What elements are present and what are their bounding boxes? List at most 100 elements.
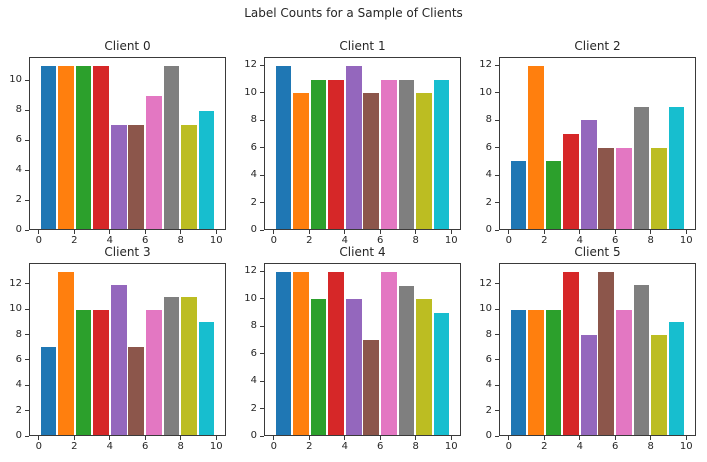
bar-label-3 (93, 309, 110, 435)
y-tick-mark (25, 410, 29, 412)
bar-label-7 (633, 106, 650, 229)
y-tick-label: 2 (250, 402, 257, 414)
bar-label-6 (615, 309, 632, 435)
bar-label-5 (598, 272, 615, 435)
bar-label-7 (398, 79, 415, 229)
bar-label-8 (416, 93, 432, 229)
x-tick-label: 10 (209, 235, 223, 246)
y-tick-mark (260, 64, 264, 66)
x-tick-label: 0 (505, 441, 512, 452)
y-tick-mark (260, 119, 264, 121)
x-tick-mark (144, 230, 146, 234)
bar-label-5 (598, 147, 615, 229)
y-tick-label: 6 (15, 353, 22, 365)
x-tick-mark (273, 230, 275, 234)
axes-title: Client 4 (339, 245, 386, 259)
x-tick-mark (38, 230, 40, 234)
bar-label-1 (528, 66, 544, 229)
x-tick-label: 4 (576, 441, 583, 452)
x-tick-mark (180, 436, 182, 440)
axes-title: Client 0 (104, 39, 151, 53)
y-tick-mark (260, 435, 264, 437)
y-tick-label: 6 (15, 134, 22, 146)
y-tick-mark (260, 408, 264, 410)
y-tick-label: 8 (485, 114, 492, 126)
y-tick-label: 12 (9, 277, 22, 289)
x-tick-mark (543, 230, 545, 234)
y-tick-mark (495, 119, 499, 121)
y-tick-label: 10 (479, 86, 492, 98)
bar-label-2 (75, 309, 92, 435)
x-tick-label: 0 (35, 441, 42, 452)
plot-area (29, 263, 226, 436)
x-tick-label: 4 (106, 235, 113, 246)
x-tick-mark (215, 230, 217, 234)
y-tick-mark (25, 308, 29, 310)
bar-label-1 (293, 93, 309, 229)
y-tick-label: 0 (15, 430, 22, 441)
y-tick-label: 8 (250, 114, 257, 126)
x-tick-label: 10 (444, 235, 458, 246)
x-tick-label: 0 (505, 235, 512, 246)
bar-label-8 (651, 147, 667, 229)
bar-label-5 (363, 93, 380, 229)
bar-label-6 (615, 147, 632, 229)
x-tick-label: 8 (412, 235, 419, 246)
bar-label-7 (398, 285, 415, 435)
y-tick-label: 10 (244, 292, 257, 304)
y-tick-mark (25, 359, 29, 361)
axes-title: Client 2 (574, 39, 621, 53)
y-tick-label: 2 (250, 196, 257, 208)
bar-label-1 (58, 66, 74, 229)
y-tick-mark (25, 109, 29, 111)
x-tick-mark (73, 230, 75, 234)
x-tick-label: 10 (679, 235, 693, 246)
axes-title: Client 1 (339, 39, 386, 53)
x-tick-mark (579, 230, 581, 234)
y-tick-label: 6 (250, 347, 257, 359)
y-tick-mark (495, 202, 499, 204)
bar-label-2 (310, 299, 327, 435)
y-tick-mark (495, 410, 499, 412)
x-tick-mark (614, 436, 616, 440)
x-tick-label: 8 (647, 441, 654, 452)
x-tick-mark (109, 436, 111, 440)
x-tick-mark (344, 230, 346, 234)
x-tick-mark (685, 436, 687, 440)
x-tick-label: 0 (270, 235, 277, 246)
y-tick-label: 4 (250, 169, 257, 181)
y-tick-label: 6 (485, 353, 492, 365)
subplot-client-5: Client 5 0 2 4 6 8 10 12 0 2 4 6 8 10 (479, 246, 696, 452)
y-tick-mark (495, 334, 499, 336)
bar-label-9 (433, 79, 450, 229)
y-tick-label: 12 (244, 265, 257, 277)
x-tick-mark (144, 436, 146, 440)
bar-label-3 (328, 272, 345, 435)
y-tick-label: 0 (250, 430, 257, 441)
x-tick-label: 6 (612, 441, 619, 452)
x-tick-label: 10 (444, 441, 458, 452)
y-tick-label: 12 (479, 277, 492, 289)
bar-label-1 (528, 309, 544, 435)
axes-title: Client 3 (104, 245, 151, 259)
x-tick-label: 0 (35, 235, 42, 246)
bar-label-3 (563, 272, 580, 435)
bar-label-2 (75, 66, 92, 229)
bar-label-6 (145, 95, 162, 229)
x-tick-label: 4 (341, 441, 348, 452)
bar-label-2 (310, 79, 327, 229)
bar-label-2 (545, 309, 562, 435)
x-tick-mark (450, 230, 452, 234)
y-tick-label: 0 (485, 430, 492, 441)
y-tick-mark (260, 229, 264, 231)
x-tick-mark (38, 436, 40, 440)
y-tick-mark (495, 174, 499, 176)
bar-label-6 (380, 79, 397, 229)
subplot-client-3: Client 3 0 2 4 6 8 10 12 0 2 4 6 8 10 (9, 246, 226, 452)
x-tick-label: 2 (541, 441, 548, 452)
x-tick-mark (73, 436, 75, 440)
y-tick-mark (25, 199, 29, 201)
plot-area (499, 263, 696, 436)
bar-label-6 (145, 309, 162, 435)
